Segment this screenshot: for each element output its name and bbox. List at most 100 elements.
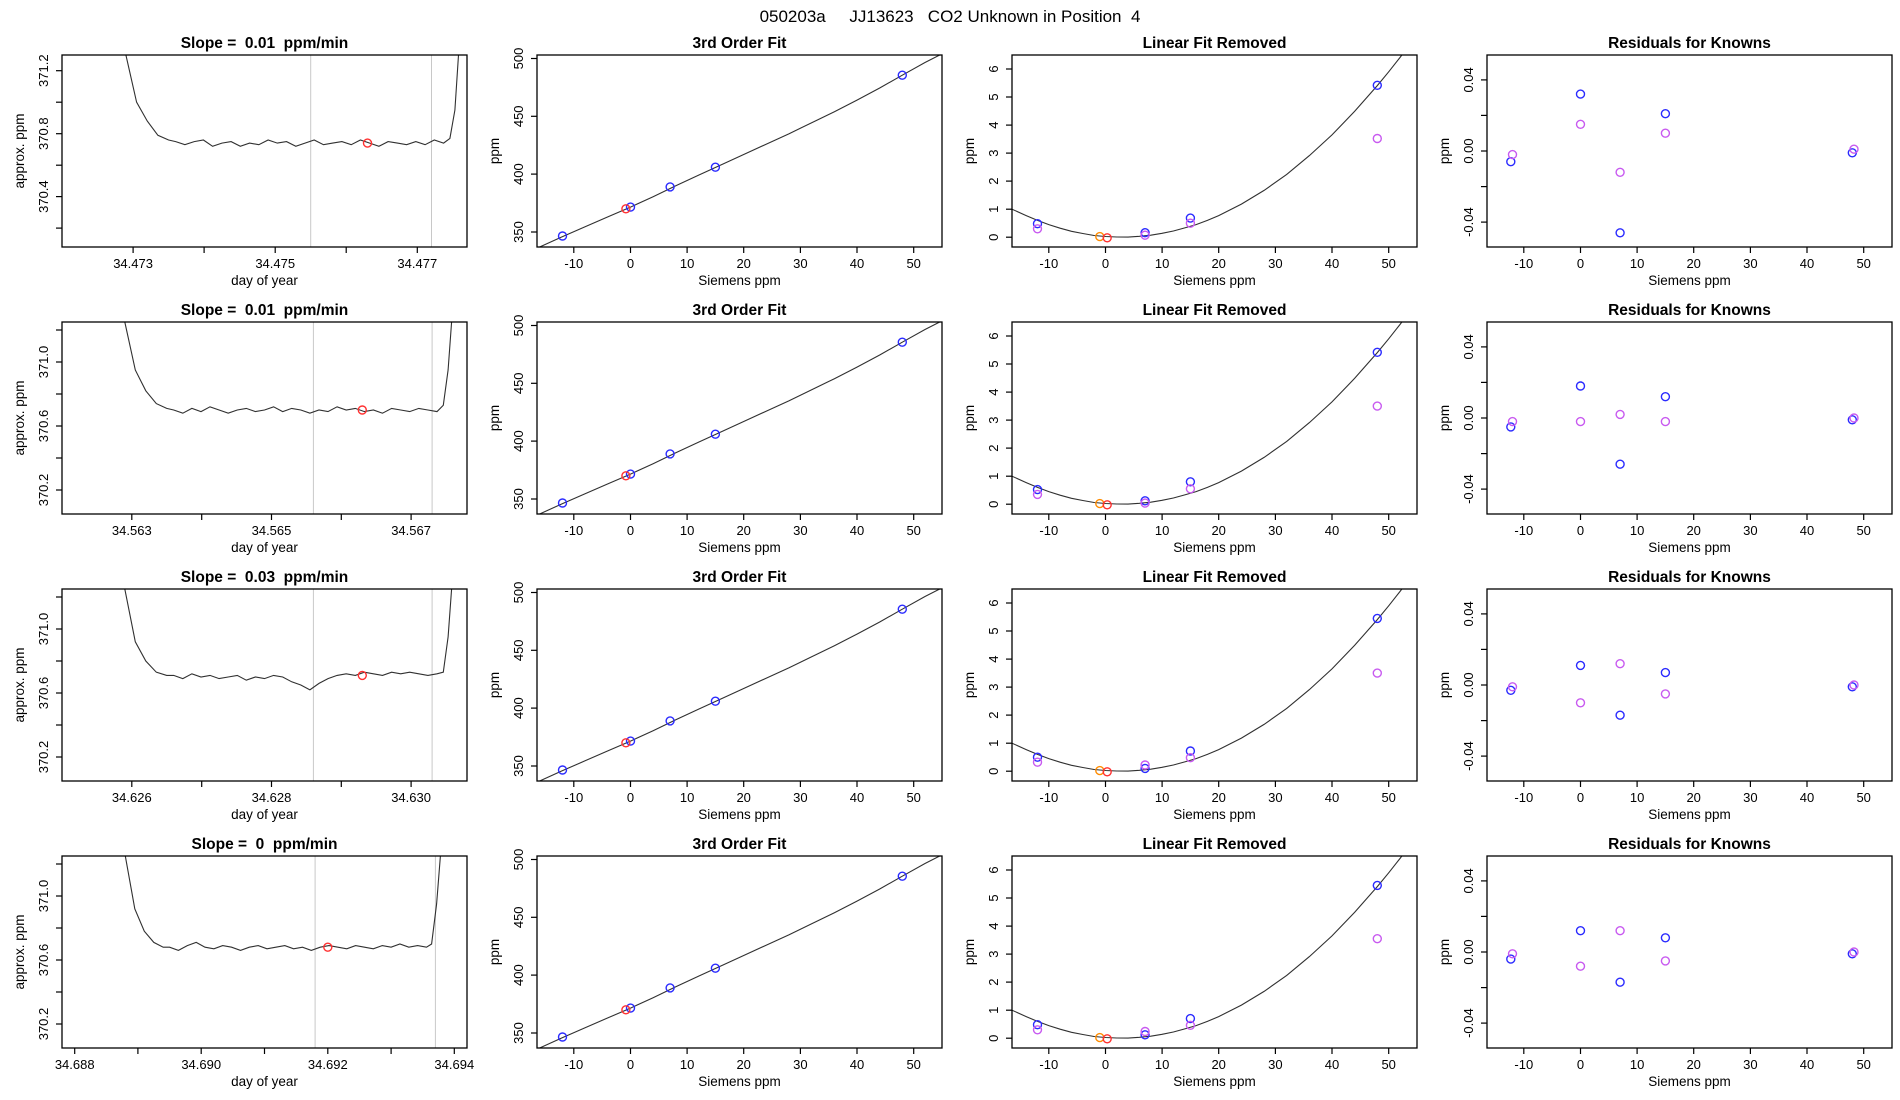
x-tick-label: 10	[1155, 256, 1169, 271]
x-tick-label: 20	[1211, 1057, 1225, 1072]
y-tick-label: 370.2	[36, 741, 51, 774]
x-tick-label: -10	[564, 1057, 583, 1072]
x-tick-label: 10	[1630, 1057, 1644, 1072]
x-tick-label: 0	[1577, 523, 1584, 538]
x-tick-label: 10	[680, 523, 694, 538]
panel-title: Slope = 0.01 ppm/min	[181, 35, 349, 52]
known-point-run1	[897, 871, 907, 881]
y-tick-label: 371.0	[36, 880, 51, 913]
x-tick-label: 40	[1325, 523, 1339, 538]
known-point-run1	[625, 469, 636, 479]
panel-r4-linear-removed: Linear Fit Removed -10 0 10 20 30 40 50 0 1 2 3 4 5 6 S…	[962, 836, 1418, 1089]
known-point-run1	[1660, 667, 1671, 678]
plot-box	[536, 54, 943, 248]
known-point-run2	[1615, 167, 1625, 178]
known-point-run1	[1372, 613, 1382, 624]
cubic-residual-curve	[1012, 55, 1403, 238]
y-tick-label: 500	[511, 315, 526, 337]
known-point-run2	[1032, 224, 1043, 234]
y-tick-label: 0.04	[1461, 868, 1476, 893]
y-tick-label: 6	[986, 332, 1001, 339]
known-point-run1	[897, 70, 907, 80]
known-point-run1	[1575, 381, 1586, 391]
known-point-run1	[1575, 660, 1586, 671]
known-point-run1	[665, 983, 675, 993]
y-axis-label: ppm	[962, 405, 977, 431]
y-tick-label: 0	[986, 768, 1001, 775]
x-tick-label: 10	[680, 1057, 694, 1072]
y-tick-label: 350	[511, 221, 526, 243]
unknown-sample-point	[1102, 767, 1112, 777]
known-point-run1	[1615, 977, 1625, 987]
known-point-run2	[1372, 668, 1382, 678]
known-point-run1	[897, 604, 907, 614]
x-tick-label: 0	[627, 790, 634, 805]
x-tick-label: 34.565	[252, 523, 292, 538]
known-point-run2	[1372, 401, 1382, 411]
panel-title: Linear Fit Removed	[1143, 35, 1287, 52]
panel-title: 3rd Order Fit	[693, 35, 787, 52]
y-tick-label: 1	[986, 206, 1001, 213]
x-tick-label: 0	[1577, 256, 1584, 271]
y-tick-label: 350	[511, 488, 526, 510]
unknown-sample-point	[357, 670, 367, 681]
x-tick-label: 40	[1800, 790, 1814, 805]
known-point-run2	[1507, 416, 1518, 427]
known-point-run2	[1849, 680, 1859, 690]
x-tick-label: 34.688	[55, 1057, 95, 1072]
known-point-run2	[1575, 416, 1586, 427]
known-point-run1	[1615, 710, 1625, 720]
known-point-run1	[1372, 347, 1382, 357]
y-axis-label: approx. ppm	[12, 380, 27, 455]
y-axis-label: approx. ppm	[12, 113, 27, 188]
y-tick-label: 450	[511, 372, 526, 394]
x-tick-label: 50	[1381, 256, 1395, 271]
plot-box	[1486, 321, 1893, 515]
y-tick-label: 0.00	[1461, 939, 1476, 964]
x-tick-label: 0	[1577, 1057, 1584, 1072]
x-tick-label: 0	[1577, 790, 1584, 805]
x-tick-label: 34.567	[391, 523, 431, 538]
panel-r3-residuals: Residuals for Knowns -10 0 10 20 30 40 50 -0.04 0…	[1437, 569, 1893, 822]
known-point-run1	[1185, 477, 1196, 487]
plot-box	[1011, 855, 1418, 1049]
y-tick-label: 450	[511, 906, 526, 928]
x-tick-label: -10	[1039, 523, 1058, 538]
x-tick-label: 20	[736, 790, 750, 805]
y-tick-label: -0.04	[1461, 474, 1476, 504]
x-tick-label: -10	[1039, 1057, 1058, 1072]
known-point-run1	[1185, 213, 1196, 223]
known-point-run2	[1140, 230, 1150, 240]
x-tick-label: -10	[564, 790, 583, 805]
x-tick-label: 40	[850, 523, 864, 538]
known-point-run2	[1032, 489, 1043, 500]
known-point-run1	[625, 202, 636, 212]
x-tick-label: -10	[564, 523, 583, 538]
known-point-run1	[557, 231, 568, 241]
plot-box	[1011, 54, 1418, 248]
panel-r2-signal: Slope = 0.01 ppm/min 34.563 34.565 34.567 37…	[12, 302, 468, 555]
x-tick-label: 20	[1686, 256, 1700, 271]
x-tick-label: 50	[1381, 790, 1395, 805]
panel-r2-residuals: Residuals for Knowns -10 0 10 20 30 40 50 -0.04 0…	[1437, 302, 1893, 555]
y-tick-label: 6	[986, 599, 1001, 606]
x-tick-label: 40	[850, 256, 864, 271]
y-tick-label: 5	[986, 360, 1001, 367]
panel-title: Linear Fit Removed	[1143, 836, 1287, 853]
x-tick-label: -10	[1514, 523, 1533, 538]
x-axis-label: Siemens ppm	[1173, 540, 1256, 555]
known-point-run2	[1575, 119, 1586, 130]
known-point-run2	[1185, 1020, 1196, 1031]
x-tick-label: 0	[1102, 256, 1109, 271]
panel-r4-fit: 3rd Order Fit -10 0 10 20 30 40 50 350 400 450 500 S…	[487, 836, 943, 1089]
known-point-run1	[1506, 954, 1516, 964]
signal-trace	[125, 55, 460, 147]
x-axis-label: day of year	[231, 540, 298, 555]
y-tick-label: 450	[511, 639, 526, 661]
known-point-run1	[897, 337, 907, 347]
panel-r1-fit: 3rd Order Fit -10 0 10 20 30 40 50 350 400 450 500 S…	[487, 35, 943, 288]
panel-title: Residuals for Knowns	[1608, 836, 1771, 853]
panel-title: Slope = 0 ppm/min	[192, 836, 338, 853]
signal-trace	[124, 856, 441, 952]
panel-r1-signal: Slope = 0.01 ppm/min 34.473 34.475 34.477 37…	[12, 35, 468, 288]
